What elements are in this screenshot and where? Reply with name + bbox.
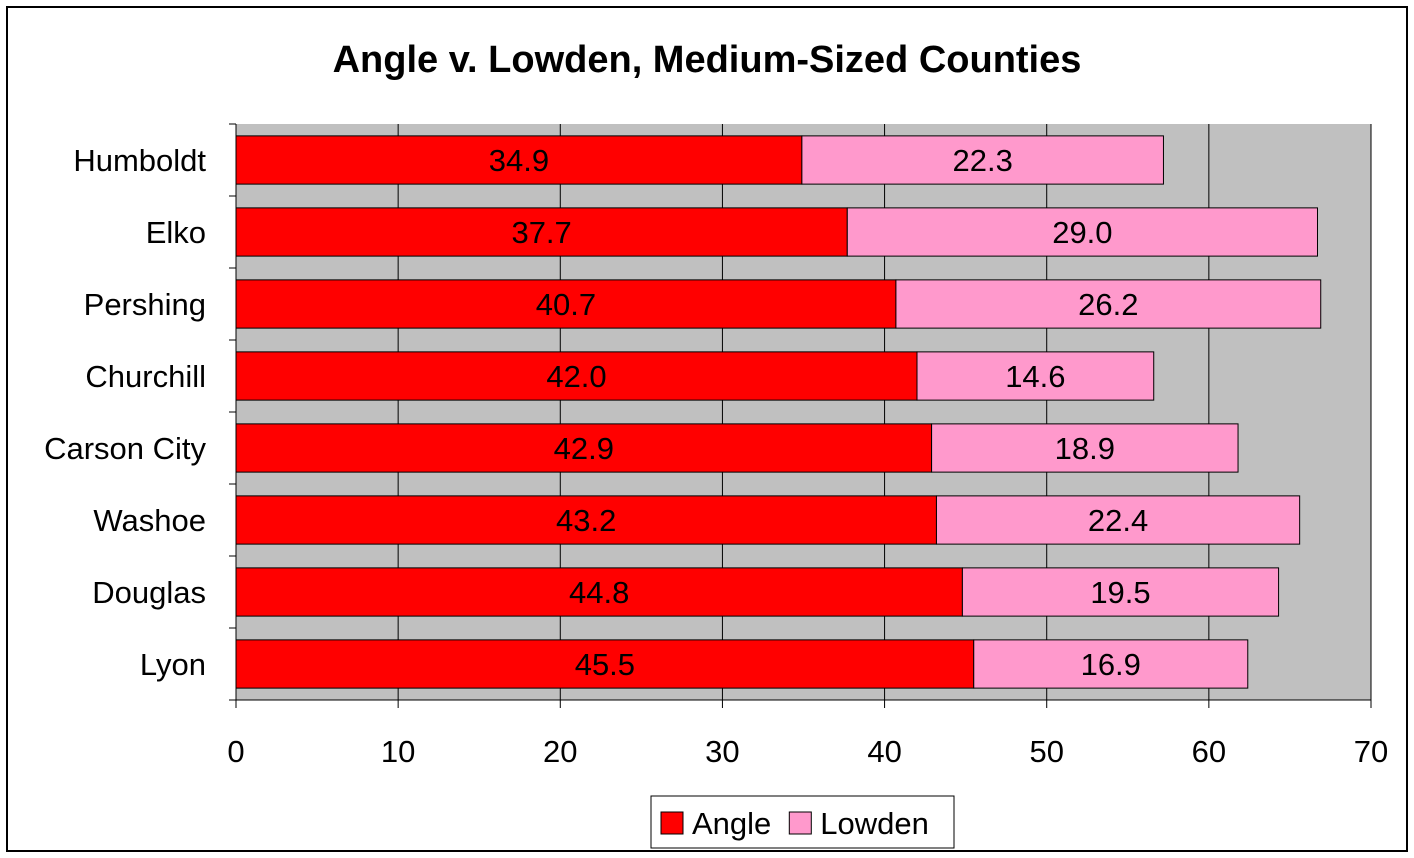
x-tick-label: 70: [1354, 734, 1388, 769]
bar-lowden-pershing: [895, 279, 1322, 329]
bar-lowden-washoe: [935, 495, 1301, 545]
bar-lowden-churchill: [916, 351, 1155, 401]
category-label: Carson City: [44, 431, 206, 466]
legend-swatch-angle: [660, 811, 684, 835]
category-label: Elko: [146, 215, 206, 250]
chart-title: Angle v. Lowden, Medium-Sized Counties: [333, 39, 1082, 81]
x-tick-label: 30: [705, 734, 739, 769]
x-tick-label: 10: [381, 734, 415, 769]
bar-angle-washoe: [235, 495, 937, 545]
data-label: 42.0: [546, 359, 606, 394]
data-label: 18.9: [1055, 431, 1115, 466]
category-label: Churchill: [85, 359, 206, 394]
data-label: 44.8: [569, 575, 629, 610]
data-label: 43.2: [556, 503, 616, 538]
data-label: 45.5: [575, 647, 635, 682]
category-label: Lyon: [140, 647, 206, 682]
bar-angle-churchill: [235, 351, 918, 401]
data-label: 22.3: [952, 143, 1012, 178]
data-label: 42.9: [554, 431, 614, 466]
bar-lowden-douglas: [961, 567, 1280, 617]
data-label: 29.0: [1052, 215, 1112, 250]
data-label: 14.6: [1005, 359, 1065, 394]
axes: Humboldt Elko Pershing Churchill Carson City…: [44, 123, 1388, 769]
data-label: 34.9: [489, 143, 549, 178]
bar-angle-carson-city: [235, 423, 933, 473]
category-label: Pershing: [84, 287, 206, 322]
data-label: 40.7: [536, 287, 596, 322]
x-tick-label: 50: [1029, 734, 1063, 769]
x-tick-label: 0: [227, 734, 244, 769]
bar-lowden-lyon: [973, 639, 1249, 689]
data-label: 19.5: [1090, 575, 1150, 610]
data-label: 16.9: [1081, 647, 1141, 682]
legend-label-angle: Angle: [692, 806, 771, 841]
legend-label-lowden: Lowden: [820, 806, 929, 841]
bar-lowden-elko: [846, 207, 1318, 257]
category-label: Douglas: [92, 575, 206, 610]
x-tick-label: 60: [1192, 734, 1226, 769]
bar-lowden-humboldt: [801, 135, 1164, 185]
legend: Angle Lowden: [650, 795, 955, 849]
data-label: 26.2: [1078, 287, 1138, 322]
bars: 34.9 22.3 37.7 29.0 40.7 26.2 42.0 14.6 42.9 18.9…: [235, 135, 1322, 689]
bar-lowden-carson-city: [931, 423, 1239, 473]
x-tick-label: 20: [543, 734, 577, 769]
x-tick-label: 40: [867, 734, 901, 769]
bar-angle-lyon: [235, 639, 975, 689]
legend-swatch-lowden: [788, 811, 812, 835]
data-label: 22.4: [1088, 503, 1148, 538]
bar-angle-douglas: [235, 567, 963, 617]
category-label: Humboldt: [73, 143, 206, 178]
category-label: Washoe: [93, 503, 206, 538]
bar-angle-elko: [235, 207, 848, 257]
data-label: 37.7: [511, 215, 571, 250]
